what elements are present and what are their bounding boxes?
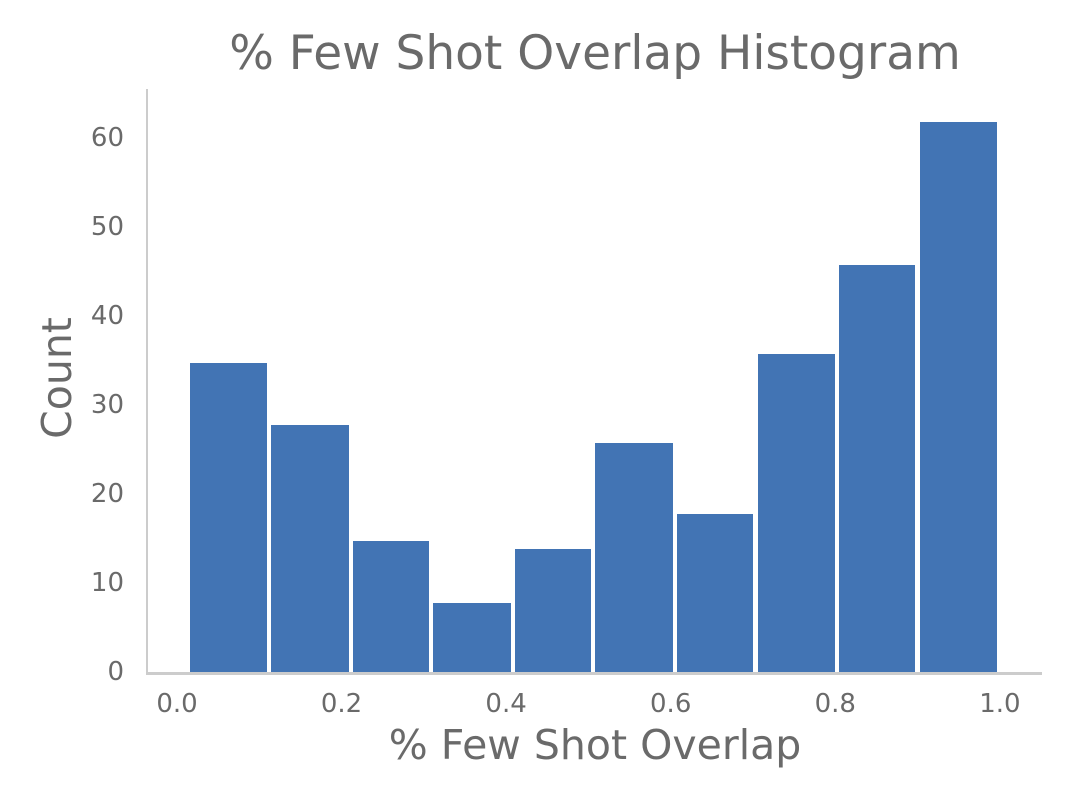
- y-tick-label: 0: [107, 657, 124, 687]
- x-tick-label: 1.0: [979, 689, 1021, 719]
- histogram-bar: [674, 511, 756, 672]
- y-tick-label: 60: [90, 123, 124, 153]
- x-axis-label: % Few Shot Overlap: [388, 721, 802, 769]
- histogram-bar: [269, 422, 351, 672]
- x-tick-label: 0.6: [650, 689, 692, 719]
- y-tick-label: 10: [90, 568, 124, 598]
- histogram-bar: [836, 262, 918, 672]
- histogram-bar: [512, 547, 594, 672]
- axes: 0 10 20 30 40 50 60 0.0 0.2 0.4 0.6 0.8 1.0: [91, 89, 1042, 719]
- y-tick-label: 50: [90, 212, 124, 242]
- y-axis-spine: [146, 89, 148, 672]
- histogram-bar: [593, 440, 675, 672]
- y-tick-label: 20: [90, 479, 124, 509]
- histogram-bar: [917, 120, 1000, 672]
- y-axis-label: Count: [33, 317, 81, 439]
- y-tick-label: 40: [90, 301, 124, 331]
- x-tick-label: 0.0: [156, 689, 198, 719]
- histogram-bar: [187, 360, 270, 672]
- chart-title: % Few Shot Overlap Histogram: [229, 26, 961, 81]
- histogram-bar: [755, 351, 837, 672]
- x-tick-label: 0.4: [485, 689, 527, 719]
- histogram-bar: [350, 538, 432, 672]
- x-axis-spine: [146, 672, 1042, 675]
- x-tick-label: 0.2: [320, 689, 363, 719]
- x-tick-label: 0.8: [814, 689, 856, 719]
- histogram-bar: [431, 600, 513, 672]
- y-tick-label: 30: [90, 390, 124, 420]
